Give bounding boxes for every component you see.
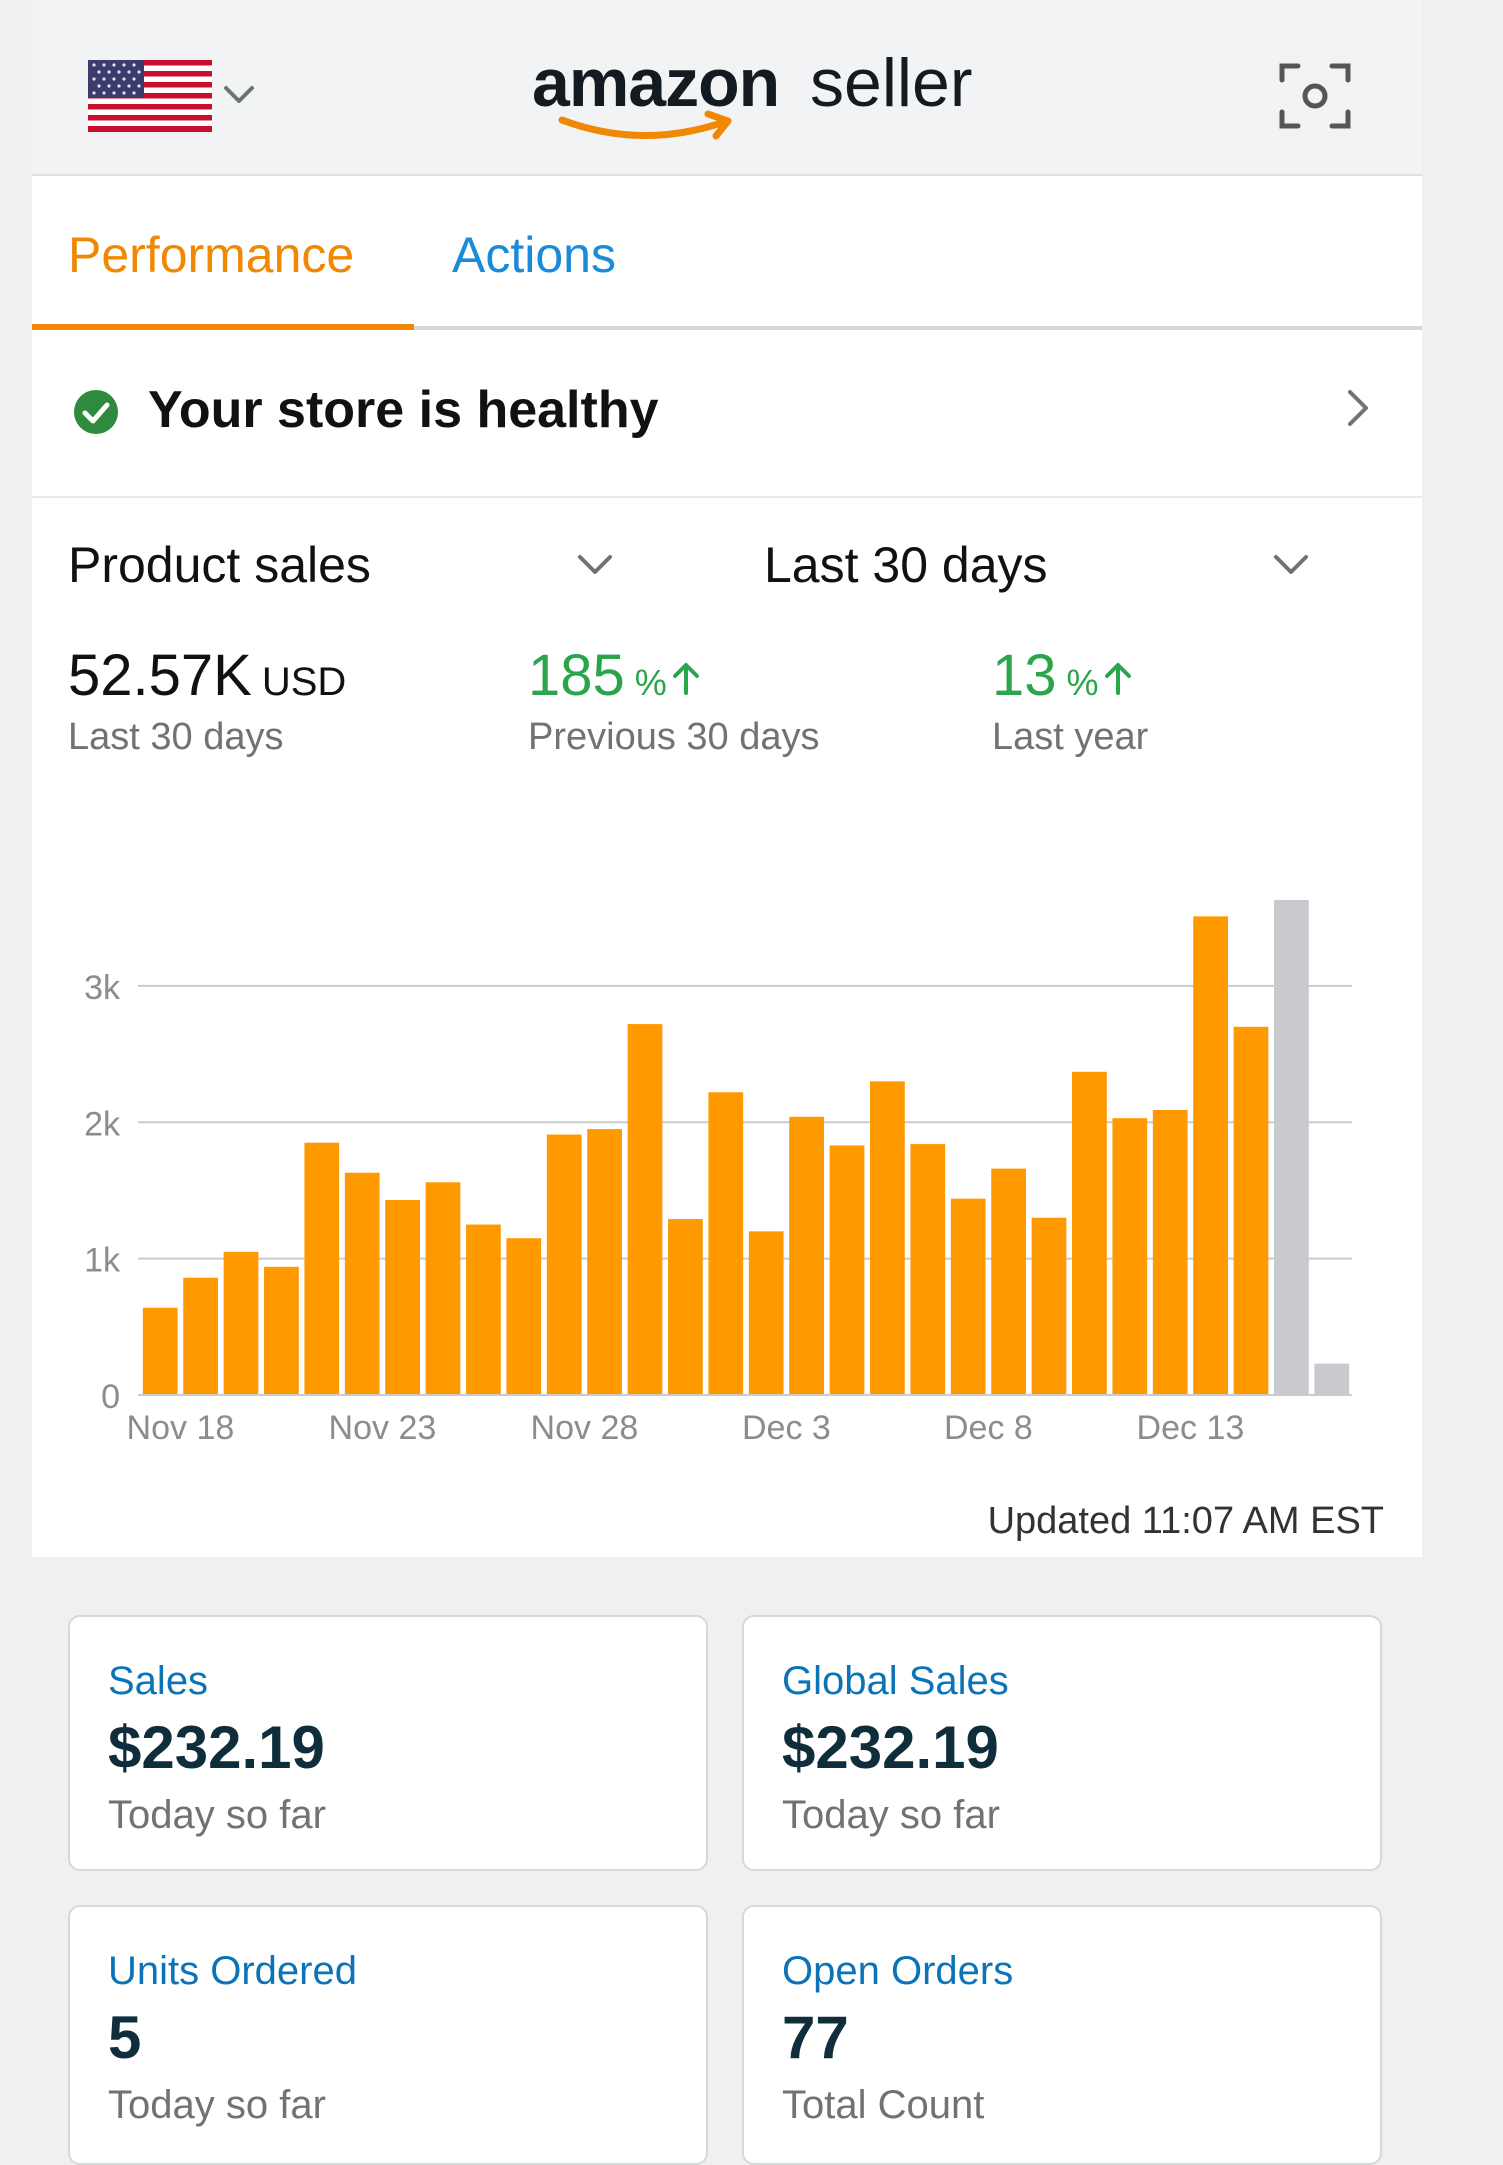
- app-header: amazon seller: [32, 0, 1422, 176]
- scan-icon[interactable]: [1278, 60, 1352, 132]
- chart-bar: [1112, 1118, 1148, 1395]
- active-tab-indicator: [32, 324, 414, 330]
- y-tick-label: 3k: [84, 969, 121, 1007]
- last-year-label: Last year: [992, 716, 1149, 758]
- arrow-up-icon: [1104, 663, 1131, 695]
- card-title: Global Sales: [782, 1659, 1009, 1703]
- tab-actions[interactable]: Actions: [452, 227, 616, 283]
- card-subtitle: Today so far: [108, 2083, 326, 2127]
- x-tick-label: Nov 18: [127, 1409, 235, 1447]
- chart-bar: [950, 1198, 986, 1395]
- seller-app: amazon seller Performance Actions Your s…: [32, 0, 1422, 1557]
- chevron-right-icon: [1348, 390, 1368, 426]
- store-health-row[interactable]: Your store is healthy: [32, 330, 1422, 498]
- y-tick-label: 1k: [84, 1242, 121, 1280]
- card-title: Units Ordered: [108, 1949, 357, 1993]
- previous-change-value: 185: [528, 643, 625, 708]
- card-value: 77: [782, 2004, 849, 2071]
- chart-bar: [991, 1168, 1026, 1395]
- sales-card[interactable]: Sales $232.19 Today so far: [68, 1615, 708, 1871]
- x-tick-label: Dec 8: [944, 1409, 1033, 1447]
- date-range-selector[interactable]: Last 30 days: [764, 537, 1048, 593]
- chart-bar: [183, 1277, 218, 1395]
- x-tick-label: Dec 3: [742, 1409, 831, 1447]
- tab-performance[interactable]: Performance: [68, 227, 355, 283]
- chevron-down-icon[interactable]: [1272, 552, 1310, 578]
- chart-bar: [264, 1266, 299, 1395]
- chart-bar: [910, 1144, 946, 1395]
- chart-bar: [789, 1116, 824, 1395]
- chart-bar: [668, 1219, 703, 1395]
- chart-bar: [708, 1092, 744, 1395]
- chart-bar: [627, 1024, 663, 1395]
- chevron-down-icon[interactable]: [576, 552, 614, 578]
- chart-bar: [870, 1081, 905, 1395]
- chart-bar: [1193, 916, 1228, 1395]
- updated-timestamp: Updated 11:07 AM EST: [987, 1500, 1384, 1542]
- chart-bar: [748, 1231, 784, 1395]
- chart-bar: [1274, 900, 1309, 1395]
- card-subtitle: Today so far: [782, 1793, 1000, 1837]
- total-sales-value: 52.57K USD: [68, 642, 346, 709]
- chart-bar: [587, 1129, 622, 1395]
- chart-bar: [466, 1224, 501, 1395]
- card-value: $232.19: [782, 1714, 999, 1781]
- percent-unit: %: [1066, 662, 1099, 703]
- x-tick-label: Nov 23: [329, 1409, 437, 1447]
- card-title: Sales: [108, 1659, 209, 1703]
- x-tick-label: Dec 13: [1137, 1409, 1245, 1447]
- check-circle-icon: [74, 390, 118, 434]
- total-sales-amount: 52.57K: [68, 643, 252, 708]
- chart-bar: [1233, 1026, 1269, 1395]
- last-year-change-value: 13: [992, 643, 1057, 708]
- product-sales-bar-chart[interactable]: 0 1k 2k 3k Nov 18 Nov 23 Nov 28 Dec 3 Dec 8 Dec 1…: [32, 830, 1422, 1470]
- chart-bar: [506, 1238, 542, 1395]
- chart-bar: [142, 1307, 178, 1395]
- chart-bar: [1072, 1071, 1107, 1395]
- x-tick-label: Nov 28: [531, 1409, 639, 1447]
- chevron-down-icon[interactable]: [222, 82, 256, 106]
- card-title: Open Orders: [782, 1949, 1014, 1993]
- open-orders-card[interactable]: Open Orders 77 Total Count: [742, 1905, 1382, 2165]
- previous-period-change: 185%: [528, 642, 701, 709]
- arrow-up-icon: [672, 663, 699, 695]
- card-value: 5: [108, 2004, 142, 2071]
- currency-unit: USD: [261, 660, 347, 704]
- svg-text:amazon: amazon: [532, 45, 779, 121]
- us-flag-icon[interactable]: [88, 60, 212, 132]
- chart-bar: [344, 1172, 380, 1395]
- chart-bar: [1314, 1363, 1350, 1395]
- tab-bar: Performance Actions: [32, 176, 1422, 330]
- card-value: $232.19: [108, 1714, 325, 1781]
- chart-bar: [425, 1182, 461, 1395]
- card-subtitle: Today so far: [108, 1793, 326, 1837]
- card-subtitle: Total Count: [782, 2083, 985, 2127]
- chart-bar: [385, 1200, 420, 1395]
- units-ordered-card[interactable]: Units Ordered 5 Today so far: [68, 1905, 708, 2165]
- store-health-text: Your store is healthy: [148, 381, 659, 439]
- amazon-seller-logo: amazon seller: [532, 45, 973, 140]
- chart-bar: [223, 1251, 259, 1395]
- chart-bar: [304, 1142, 340, 1395]
- last-year-change: 13%: [992, 642, 1133, 709]
- metric-selector[interactable]: Product sales: [68, 537, 371, 593]
- chart-bar: [1152, 1110, 1188, 1395]
- global-sales-card[interactable]: Global Sales $232.19 Today so far: [742, 1615, 1382, 1871]
- y-tick-label: 0: [101, 1378, 120, 1416]
- chart-bar: [1031, 1217, 1067, 1395]
- previous-period-label: Previous 30 days: [528, 716, 820, 758]
- percent-unit: %: [634, 662, 667, 703]
- total-sales-label: Last 30 days: [68, 716, 284, 758]
- chart-bar: [829, 1145, 865, 1395]
- svg-text:seller: seller: [810, 45, 973, 121]
- chart-bar: [546, 1134, 582, 1395]
- y-tick-label: 2k: [84, 1105, 121, 1143]
